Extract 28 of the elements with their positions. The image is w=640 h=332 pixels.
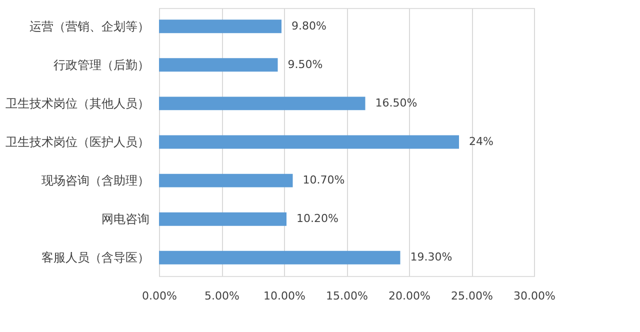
data-label: 19.30% <box>410 250 452 264</box>
y-tick-label: 卫生技术岗位（其他人员） <box>6 96 150 110</box>
bar <box>159 174 293 188</box>
data-label: 10.70% <box>302 174 345 187</box>
x-tick-label: 0.00% <box>142 290 177 302</box>
x-tick-label: 25.00% <box>451 290 493 302</box>
y-tick-label: 行政管理（后勤） <box>54 58 150 72</box>
data-label: 9.80% <box>292 19 326 32</box>
y-tick-label: 卫生技术岗位（医护人员） <box>6 135 150 149</box>
bar <box>159 212 286 226</box>
x-tick-label: 30.00% <box>514 290 556 302</box>
x-tick-label: 20.00% <box>388 290 430 302</box>
bar <box>159 58 278 72</box>
y-tick-label: 现场咨询（含助理） <box>42 174 150 188</box>
x-tick-label: 10.00% <box>264 290 306 302</box>
data-label: 9.50% <box>288 58 323 71</box>
bar <box>159 250 400 264</box>
data-label: 24% <box>469 135 494 148</box>
bar <box>159 96 366 110</box>
x-tick-label: 15.00% <box>326 290 368 302</box>
bar <box>159 135 459 149</box>
bar <box>159 20 282 34</box>
data-label: 16.50% <box>375 96 418 110</box>
y-tick-label: 运营（营销、企划等） <box>30 19 150 34</box>
data-label: 10.20% <box>296 212 338 226</box>
x-tick-label: 5.00% <box>204 290 240 302</box>
y-tick-label: 网电咨询 <box>102 212 150 226</box>
y-tick-label: 客服人员（含导医） <box>42 250 150 265</box>
